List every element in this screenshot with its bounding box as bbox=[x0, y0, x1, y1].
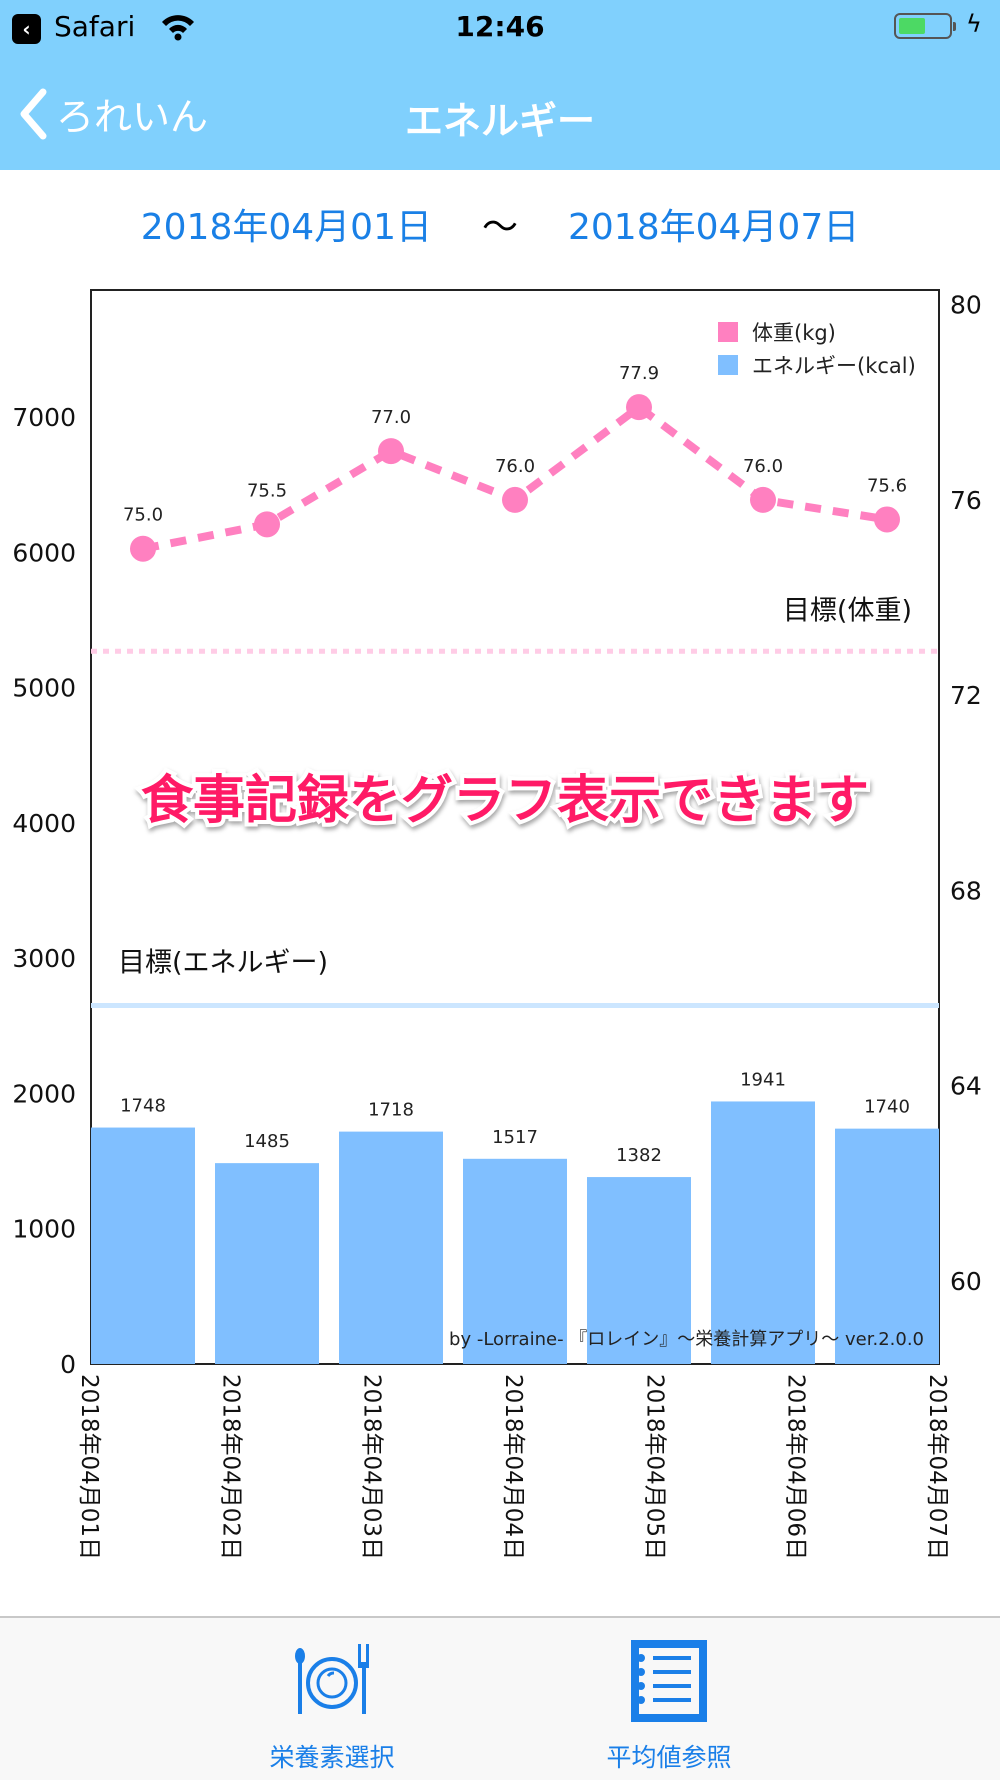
date-range: 2018年04月01日 〜 2018年04月07日 bbox=[0, 198, 1000, 250]
overlay-caption: 食事記録をグラフ表示できます bbox=[141, 771, 869, 831]
list-icon bbox=[631, 1640, 707, 1722]
weight-value-label: 75.6 bbox=[867, 475, 907, 496]
tab-nutrient-select[interactable]: 栄養素選択 bbox=[232, 1618, 432, 1780]
back-to-app-icon[interactable]: ‹ bbox=[12, 14, 41, 44]
charging-icon: ϟ bbox=[966, 10, 982, 38]
left-axis-tick: 2000 bbox=[12, 1079, 76, 1108]
bar-value-label: 1517 bbox=[492, 1127, 538, 1148]
right-axis-tick: 80 bbox=[950, 291, 982, 320]
right-axis-tick: 72 bbox=[950, 681, 982, 710]
right-axis-tick: 60 bbox=[950, 1267, 982, 1296]
bar-value-label: 1941 bbox=[740, 1069, 786, 1090]
x-axis-label: 2018年04月01日 bbox=[76, 1374, 102, 1560]
back-label: ろれいん bbox=[56, 95, 209, 139]
weight-target-label: 目標(体重) bbox=[783, 595, 912, 626]
left-axis-tick: 7000 bbox=[12, 403, 76, 432]
legend-swatch-energy bbox=[718, 355, 738, 375]
legend-label-energy: エネルギー(kcal) bbox=[752, 354, 916, 378]
energy-target-label: 目標(エネルギー) bbox=[118, 948, 328, 979]
x-axis-label: 2018年04月06日 bbox=[783, 1374, 809, 1560]
right-axis-tick: 76 bbox=[950, 486, 982, 515]
tab-average-reference[interactable]: 平均値参照 bbox=[569, 1618, 769, 1780]
weight-value-label: 75.5 bbox=[247, 480, 287, 501]
tab-label: 栄養素選択 bbox=[269, 1743, 395, 1772]
energy-bar bbox=[711, 1101, 815, 1364]
energy-bar bbox=[463, 1158, 567, 1364]
bar-value-label: 1748 bbox=[120, 1096, 166, 1117]
battery-icon bbox=[894, 13, 952, 39]
energy-bar bbox=[587, 1177, 691, 1364]
left-axis-tick: 6000 bbox=[12, 538, 76, 567]
weight-point bbox=[626, 394, 652, 421]
status-time: 12:46 bbox=[455, 10, 545, 43]
navigation-bar: ろれいん エネルギー bbox=[0, 56, 1000, 170]
energy-bar bbox=[91, 1127, 195, 1364]
start-date[interactable]: 2018年04月01日 bbox=[140, 207, 432, 248]
back-button[interactable]: ろれいん bbox=[18, 86, 208, 141]
weight-value-label: 75.0 bbox=[123, 505, 163, 526]
weight-point bbox=[378, 438, 404, 465]
date-separator: 〜 bbox=[481, 207, 518, 248]
x-axis-label: 2018年04月02日 bbox=[217, 1374, 243, 1560]
energy-bar bbox=[835, 1128, 939, 1364]
weight-point bbox=[874, 506, 900, 533]
left-axis-tick: 1000 bbox=[12, 1215, 76, 1244]
x-axis-label: 2018年04月05日 bbox=[641, 1374, 667, 1560]
x-axis-label: 2018年04月04日 bbox=[500, 1374, 526, 1560]
bar-value-label: 1740 bbox=[864, 1097, 910, 1118]
right-axis-tick: 68 bbox=[950, 876, 982, 905]
weight-point bbox=[750, 486, 776, 513]
chevron-left-icon bbox=[20, 88, 47, 139]
x-axis-label: 2018年04月03日 bbox=[359, 1374, 385, 1560]
chart-credit: by -Lorraine- 『ロレイン』〜栄養計算アプリ〜 ver.2.0.0 bbox=[449, 1329, 924, 1350]
bar-value-label: 1718 bbox=[368, 1100, 414, 1121]
weight-value-label: 76.0 bbox=[743, 456, 783, 477]
left-axis-tick: 5000 bbox=[12, 674, 76, 703]
weight-value-label: 77.9 bbox=[619, 363, 659, 384]
plate-cutlery-icon bbox=[295, 1644, 369, 1714]
status-app-name: Safari bbox=[54, 10, 136, 43]
end-date[interactable]: 2018年04月07日 bbox=[568, 207, 860, 248]
tab-label: 平均値参照 bbox=[606, 1743, 732, 1772]
legend-swatch-weight bbox=[718, 322, 738, 342]
bar-value-label: 1382 bbox=[616, 1145, 662, 1166]
right-axis-tick: 64 bbox=[950, 1072, 982, 1101]
bar-value-label: 1485 bbox=[244, 1131, 290, 1152]
status-bar: ‹ Safari 12:46 ϟ bbox=[0, 0, 1000, 56]
energy-bar bbox=[339, 1131, 443, 1364]
weight-point bbox=[130, 535, 156, 562]
weight-value-label: 77.0 bbox=[371, 407, 411, 428]
page-title: エネルギー bbox=[404, 99, 595, 143]
left-axis-tick: 3000 bbox=[12, 944, 76, 973]
left-axis-tick: 0 bbox=[60, 1350, 76, 1379]
legend-label-weight: 体重(kg) bbox=[752, 321, 836, 345]
tab-bar: 栄養素選択 平均値参照 bbox=[0, 1616, 1000, 1780]
weight-point bbox=[254, 511, 280, 538]
wifi-icon bbox=[162, 15, 194, 41]
energy-weight-chart: 1748 1485 1718 1517 1382 1941 1740 目標(エネルギー) 目標(… bbox=[12, 289, 982, 1560]
x-axis-label: 2018年04月07日 bbox=[924, 1374, 950, 1560]
left-axis-tick: 4000 bbox=[12, 809, 76, 838]
weight-point bbox=[502, 486, 528, 513]
energy-bar bbox=[215, 1163, 319, 1364]
weight-value-label: 76.0 bbox=[495, 456, 535, 477]
